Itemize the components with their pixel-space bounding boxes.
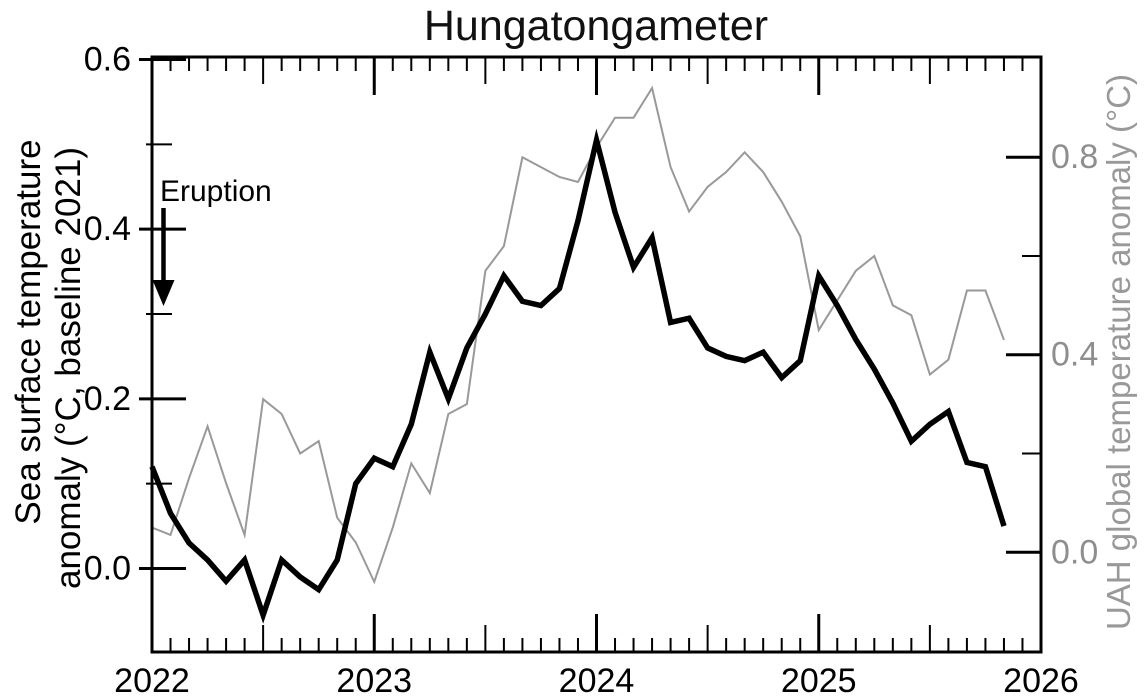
left-tick-label: 0.4 (84, 210, 131, 248)
tick-labels: 2022 2023 2024 2025 2026 0.0 0.2 0.4 0.6 0.0 0.4 0.… (84, 41, 1099, 698)
sst-series-line (149, 128, 1007, 624)
eruption-arrow-head (152, 280, 175, 306)
x-tick-label: 2025 (781, 662, 857, 698)
uah-series-line (151, 85, 1005, 585)
series-lines (149, 85, 1007, 624)
right-tick-label: 0.8 (1051, 138, 1098, 176)
chart-title: Hungatongameter (424, 2, 768, 50)
eruption-annotation: Eruption (152, 175, 272, 306)
eruption-label: Eruption (160, 175, 272, 208)
x-tick-label: 2022 (114, 662, 190, 698)
x-tick-label: 2023 (336, 662, 412, 698)
axis-ticks (139, 57, 1043, 652)
right-tick-label: 0.4 (1051, 336, 1098, 374)
left-tick-label: 0.6 (84, 41, 131, 79)
x-tick-label: 2024 (559, 662, 635, 698)
right-tick-label: 0.0 (1051, 533, 1098, 571)
left-tick-label: 0.0 (84, 549, 131, 587)
left-axis-label-line2: anomaly (°C, baseline 2021) (49, 147, 88, 589)
left-axis-label-line1: Sea surface temperature (9, 139, 48, 524)
x-tick-label: 2026 (1003, 662, 1079, 698)
plot-frame (150, 55, 1043, 654)
right-axis-label: UAH global temperature anomaly (°C) (1100, 74, 1137, 630)
left-tick-label: 0.2 (84, 380, 131, 418)
